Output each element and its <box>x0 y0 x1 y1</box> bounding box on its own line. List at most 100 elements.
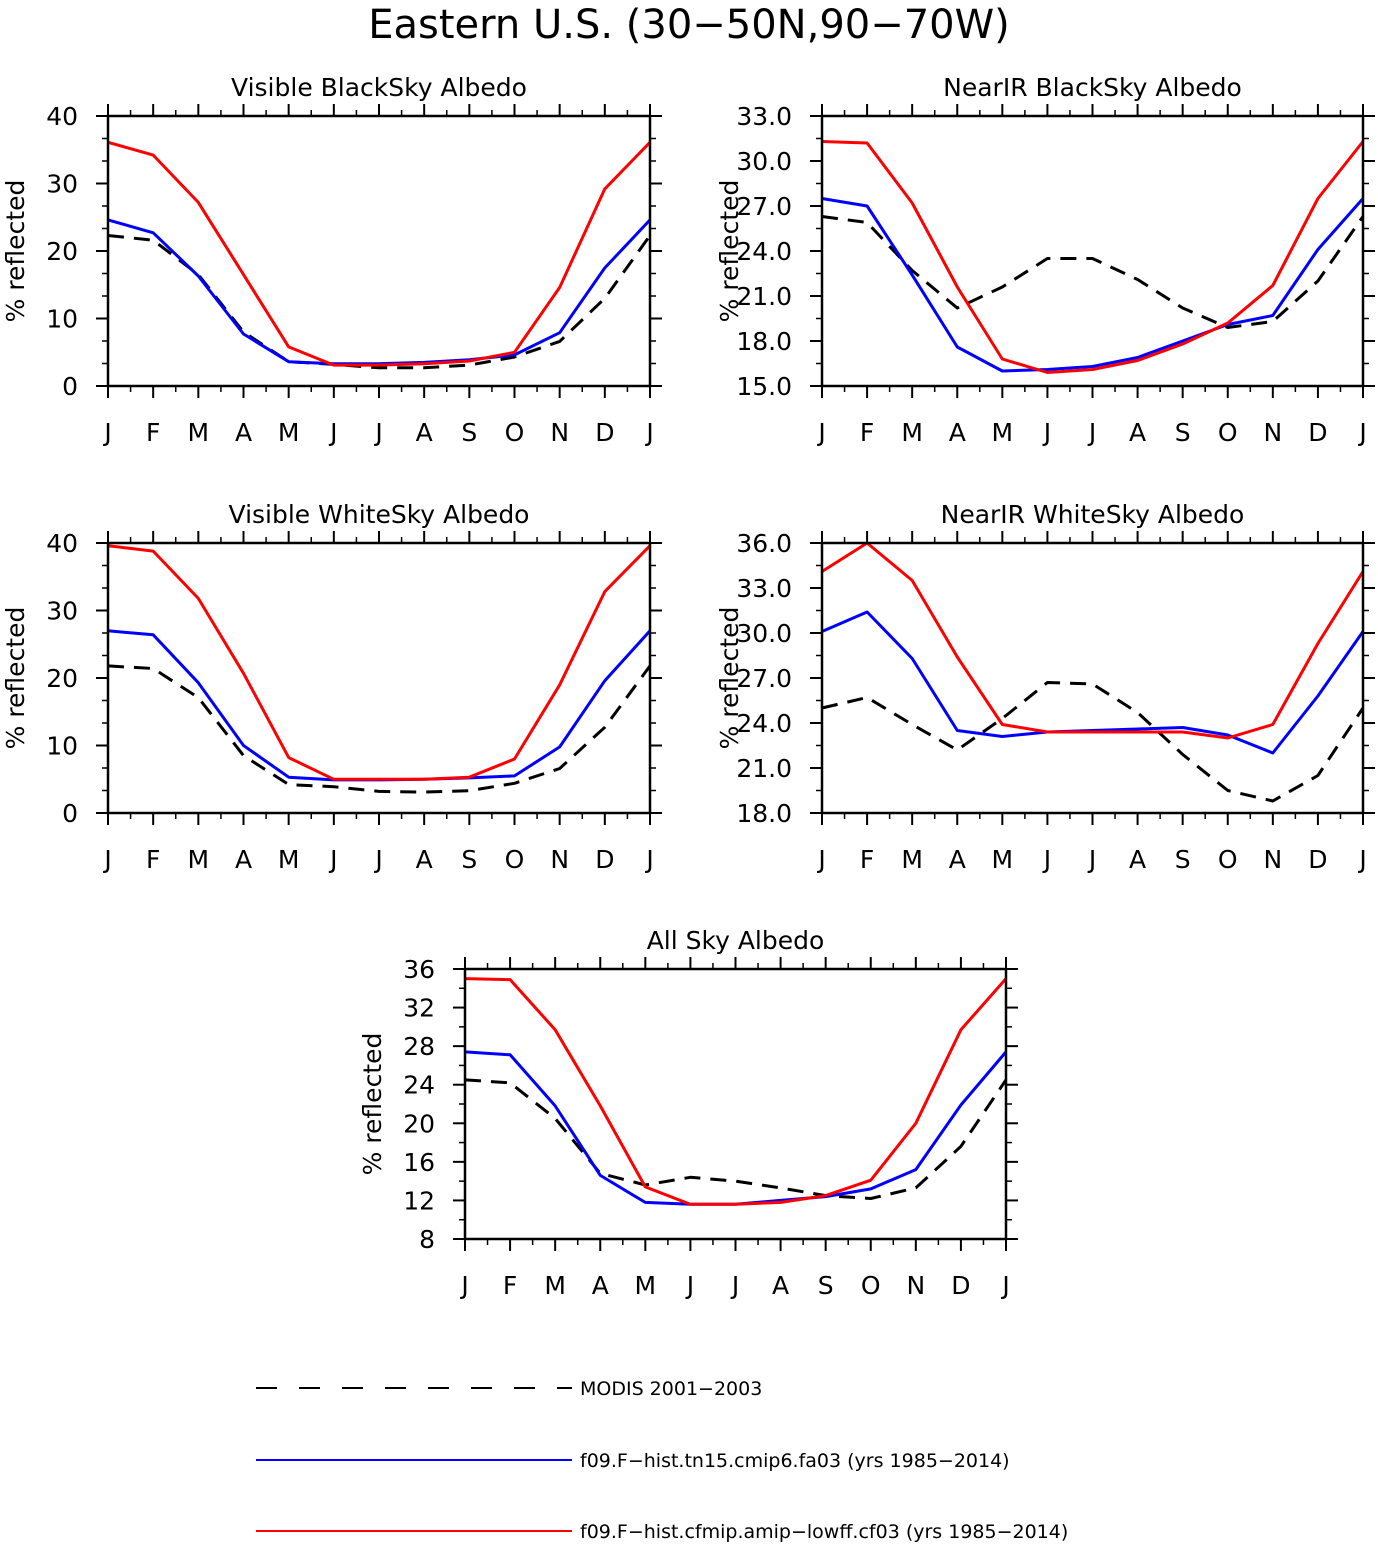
x-tick-label: J <box>1042 418 1051 447</box>
x-tick-label: N <box>906 1271 925 1300</box>
legend-label-modis: MODIS 2001−2003 <box>580 1378 762 1400</box>
x-tick-label: A <box>949 418 966 447</box>
series-line-modis <box>821 215 1365 329</box>
y-tick-label: 36 <box>403 955 435 984</box>
series-line-fa03 <box>107 218 652 366</box>
x-tick-label: J <box>459 1271 468 1300</box>
y-tick-label: 30.0 <box>736 147 792 176</box>
x-tick-label: O <box>505 418 525 447</box>
panel-title: Visible BlackSky Albedo <box>231 73 527 102</box>
x-tick-label: D <box>951 1271 970 1300</box>
series-line-cf03 <box>107 544 652 781</box>
x-tick-label: F <box>146 418 160 447</box>
y-tick-label: 0 <box>62 799 78 828</box>
x-tick-label: S <box>818 1271 834 1300</box>
panel-title: Visible WhiteSky Albedo <box>229 500 530 529</box>
x-tick-label: M <box>278 418 300 447</box>
x-tick-label: N <box>550 845 569 874</box>
y-tick-label: 10 <box>46 732 78 761</box>
x-tick-label: O <box>1218 418 1238 447</box>
x-tick-label: A <box>1129 418 1146 447</box>
x-tick-label: J <box>1087 845 1096 874</box>
y-axis-label: % reflected <box>715 607 744 750</box>
y-tick-label: 27.0 <box>736 664 792 693</box>
y-tick-label: 24.0 <box>736 709 792 738</box>
y-tick-label: 21.0 <box>736 754 792 783</box>
y-tick-label: 32 <box>403 994 435 1023</box>
x-tick-label: J <box>328 418 337 447</box>
x-tick-label: J <box>373 845 382 874</box>
x-tick-label: F <box>860 845 874 874</box>
y-tick-label: 33.0 <box>736 102 792 131</box>
x-tick-label: M <box>901 418 923 447</box>
series-line-modis <box>464 1078 1008 1200</box>
y-tick-label: 8 <box>419 1225 435 1254</box>
x-tick-label: D <box>595 845 614 874</box>
y-axis-label: % reflected <box>358 1033 387 1176</box>
x-tick-label: A <box>235 845 252 874</box>
y-tick-label: 30 <box>46 170 78 199</box>
y-tick-label: 20 <box>46 237 78 266</box>
x-tick-label: J <box>1042 845 1051 874</box>
x-tick-label: M <box>992 845 1014 874</box>
y-tick-label: 0 <box>62 372 78 401</box>
x-tick-label: J <box>102 845 111 874</box>
x-tick-label: J <box>373 418 382 447</box>
y-axis-label: % reflected <box>1 180 30 323</box>
panel-title: All Sky Albedo <box>647 926 825 955</box>
x-tick-label: F <box>503 1271 517 1300</box>
y-tick-label: 21.0 <box>736 282 792 311</box>
series-line-modis <box>107 664 652 794</box>
y-tick-label: 40 <box>46 529 78 558</box>
x-tick-label: M <box>992 418 1014 447</box>
x-tick-label: A <box>416 845 433 874</box>
x-tick-label: M <box>635 1271 657 1300</box>
series-line-fa03 <box>821 197 1365 373</box>
y-tick-label: 36.0 <box>736 529 792 558</box>
y-tick-label: 18.0 <box>736 799 792 828</box>
y-tick-label: 10 <box>46 305 78 334</box>
x-tick-label: D <box>595 418 614 447</box>
series-line-cf03 <box>464 977 1008 1206</box>
y-tick-label: 30.0 <box>736 619 792 648</box>
panel-title: NearIR BlackSky Albedo <box>943 73 1242 102</box>
series-line-cf03 <box>821 541 1365 740</box>
y-tick-label: 20 <box>403 1109 435 1138</box>
x-tick-label: J <box>102 418 111 447</box>
x-tick-label: J <box>816 418 825 447</box>
x-tick-label: J <box>1087 418 1096 447</box>
y-tick-label: 18.0 <box>736 327 792 356</box>
y-axis-label: % reflected <box>1 607 30 750</box>
x-tick-label: M <box>188 418 210 447</box>
x-tick-label: M <box>901 845 923 874</box>
x-tick-label: M <box>278 845 300 874</box>
series-line-cf03 <box>821 140 1365 374</box>
series-line-modis <box>107 234 652 370</box>
plot-frame <box>106 541 652 815</box>
x-tick-label: O <box>1218 845 1238 874</box>
x-tick-label: N <box>1263 418 1282 447</box>
y-tick-label: 24 <box>403 1071 435 1100</box>
x-tick-label: A <box>1129 845 1146 874</box>
x-tick-label: N <box>550 418 569 447</box>
x-tick-label: M <box>544 1271 566 1300</box>
series-line-cf03 <box>107 140 652 367</box>
x-tick-label: S <box>461 845 477 874</box>
y-tick-label: 16 <box>403 1148 435 1177</box>
x-tick-label: J <box>1000 1271 1009 1300</box>
series-line-fa03 <box>107 629 652 782</box>
plot-frame <box>463 967 1008 1241</box>
x-tick-label: S <box>461 418 477 447</box>
x-tick-label: N <box>1263 845 1282 874</box>
y-tick-label: 40 <box>46 102 78 131</box>
plot-frame <box>820 541 1365 815</box>
y-tick-label: 15.0 <box>736 372 792 401</box>
x-tick-label: J <box>685 1271 694 1300</box>
x-tick-label: A <box>235 418 252 447</box>
y-tick-label: 20 <box>46 664 78 693</box>
